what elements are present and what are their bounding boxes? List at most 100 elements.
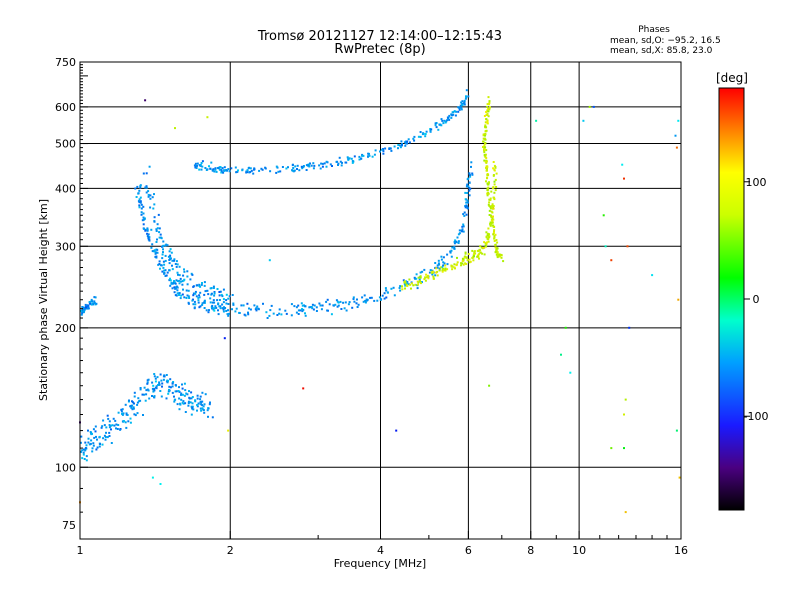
data-point — [157, 384, 159, 386]
data-point — [221, 167, 224, 170]
data-point — [465, 263, 468, 265]
data-point — [493, 240, 496, 242]
data-point — [199, 291, 202, 294]
data-point — [437, 259, 440, 262]
data-point — [500, 254, 503, 257]
data-point — [424, 133, 427, 135]
data-point — [345, 309, 348, 312]
data-point — [465, 204, 468, 207]
data-point — [159, 267, 161, 270]
data-point — [312, 167, 315, 170]
data-point — [444, 267, 447, 270]
data-point — [178, 408, 181, 411]
data-point — [455, 240, 458, 243]
data-point — [473, 251, 476, 254]
data-point — [486, 232, 489, 235]
data-point — [153, 193, 155, 196]
data-point — [210, 161, 213, 164]
data-point — [406, 282, 409, 285]
data-point — [191, 396, 194, 398]
data-point — [429, 269, 432, 272]
data-point — [136, 403, 139, 406]
data-point — [250, 169, 253, 172]
data-point — [291, 169, 294, 172]
data-point — [212, 285, 215, 288]
data-point — [483, 151, 486, 154]
data-point — [417, 283, 419, 286]
data-point — [85, 306, 87, 309]
data-point — [479, 249, 482, 252]
data-point — [131, 400, 133, 403]
data-point — [381, 148, 384, 151]
data-point — [134, 414, 137, 417]
data-point — [193, 300, 196, 303]
data-point — [345, 161, 348, 164]
data-point — [142, 414, 144, 416]
data-point — [462, 263, 465, 266]
data-point — [179, 277, 182, 280]
data-point — [348, 301, 351, 304]
data-point — [186, 283, 189, 286]
data-point — [383, 297, 386, 300]
data-point — [176, 263, 179, 266]
data-point — [139, 200, 142, 203]
data-point — [139, 186, 142, 189]
data-point — [493, 180, 496, 183]
data-point — [158, 263, 161, 265]
data-point — [423, 268, 426, 271]
stats-x-mode: mean, sd,X: 85.8, 23.0 — [610, 46, 713, 56]
data-point — [192, 303, 195, 306]
data-point — [192, 285, 195, 288]
data-point — [133, 402, 135, 405]
data-point — [483, 246, 486, 249]
data-point — [195, 284, 198, 287]
data-point — [155, 387, 158, 390]
data-point — [500, 256, 503, 259]
data-point — [84, 303, 87, 306]
data-point — [436, 266, 439, 269]
data-point — [494, 246, 497, 249]
data-point — [199, 395, 202, 398]
data-point — [180, 392, 183, 395]
data-point — [212, 168, 215, 171]
data-point — [483, 159, 486, 162]
data-point — [223, 169, 226, 172]
data-point — [185, 392, 188, 395]
data-point — [461, 100, 464, 103]
data-point — [180, 280, 183, 283]
data-point — [182, 279, 185, 282]
data-point — [235, 307, 238, 310]
data-point — [143, 227, 145, 230]
data-point — [183, 382, 186, 385]
data-point — [325, 165, 328, 168]
stats-title: Phases — [638, 25, 670, 35]
data-point — [158, 381, 161, 384]
data-point — [399, 285, 402, 288]
data-point — [153, 373, 156, 375]
data-point — [465, 95, 467, 98]
data-point — [114, 419, 117, 422]
data-point — [156, 248, 159, 251]
data-point — [495, 239, 498, 241]
data-point — [476, 255, 479, 258]
data-point — [350, 157, 353, 160]
data-point — [368, 154, 371, 157]
data-point — [181, 393, 184, 396]
data-point — [312, 162, 315, 165]
data-point — [623, 447, 625, 450]
data-point — [484, 133, 487, 135]
data-point — [167, 255, 170, 258]
data-point — [119, 428, 122, 431]
data-point — [491, 221, 493, 224]
data-point — [102, 419, 105, 422]
data-point — [279, 170, 282, 173]
data-point — [186, 270, 189, 273]
data-point — [381, 294, 384, 297]
data-point — [201, 303, 204, 306]
data-point — [203, 299, 206, 302]
data-point — [342, 301, 345, 304]
data-point — [247, 313, 250, 316]
data-point — [194, 162, 197, 165]
data-point — [393, 294, 396, 297]
data-point — [453, 240, 456, 243]
